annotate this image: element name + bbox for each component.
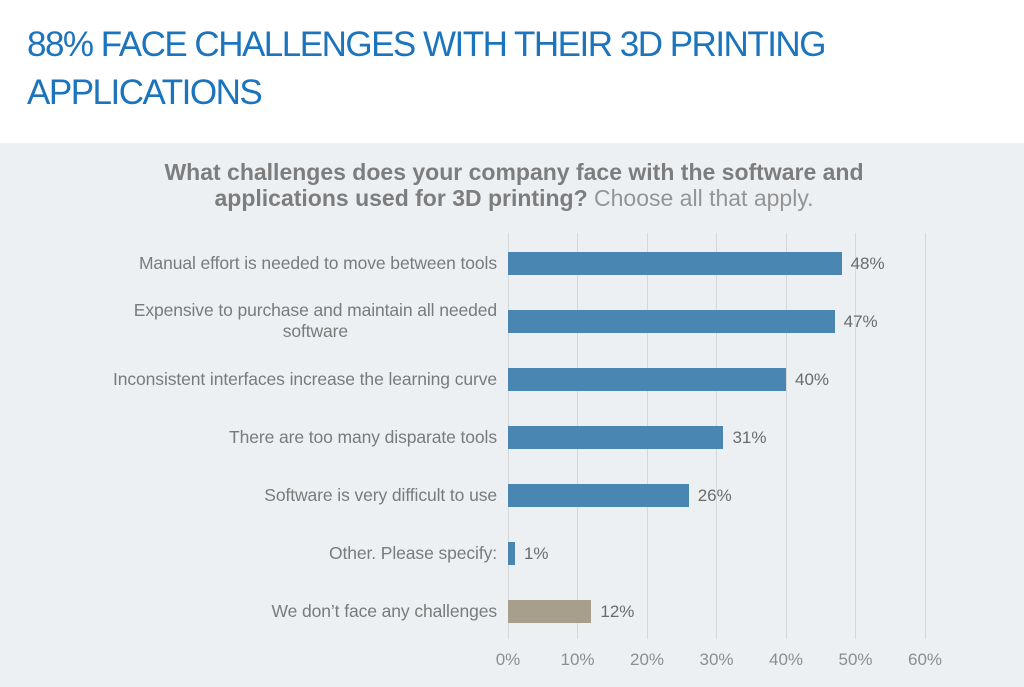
bar-series: [508, 367, 786, 391]
x-tick-label: 10%: [560, 650, 595, 669]
category-label-text: Other. Please specify:: [328, 542, 497, 563]
x-tick-label: 60%: [907, 650, 943, 669]
bar-series: [508, 425, 724, 449]
category-label-text: Inconsistent interfaces increase the lea…: [112, 368, 497, 389]
category-label-text: We don’t face any challenges: [271, 600, 498, 621]
chart-panel: What challenges does your company face w…: [0, 143, 1024, 687]
gridline-40%: [785, 233, 787, 639]
bar-highlight: [508, 599, 592, 623]
category-label: There are too many disparate tools: [60, 408, 497, 466]
bar-series: [508, 309, 835, 333]
chart-question-note: Choose all that apply.: [587, 185, 814, 211]
x-tick-label: 0%: [495, 650, 521, 669]
chart-question-bold: What challenges does your company face w…: [164, 159, 864, 211]
category-label: Other. Please specify:: [60, 524, 497, 582]
bar-series: [508, 483, 689, 507]
category-label-text: Manual effort is needed to move between …: [138, 252, 497, 273]
gridline-60%: [924, 233, 926, 639]
bar-series: [508, 541, 515, 565]
value-label: 1%: [523, 543, 549, 563]
category-label: Manual effort is needed to move between …: [60, 234, 497, 292]
chart-question: What challenges does your company face w…: [2, 159, 1024, 211]
category-label-text: Software is very difficult to use: [264, 484, 497, 505]
gridline-50%: [855, 233, 856, 639]
value-label: 40%: [795, 369, 830, 389]
x-tick-label: 30%: [699, 650, 734, 669]
category-label-text: Expensive to purchase and maintain all n…: [133, 300, 497, 341]
category-label: Inconsistent interfaces increase the lea…: [60, 350, 497, 408]
category-label: Software is very difficult to use: [60, 466, 497, 524]
value-label: 12%: [600, 601, 635, 621]
slide-header: 88% FACE CHALLENGES WITH THEIR 3D PRINTI…: [0, 0, 1024, 143]
value-label: 47%: [843, 311, 878, 331]
page-title: 88% FACE CHALLENGES WITH THEIR 3D PRINTI…: [27, 25, 826, 112]
category-label: Expensive to purchase and maintain all n…: [60, 292, 497, 350]
bar-series: [508, 251, 842, 275]
x-tick-label: 50%: [838, 650, 873, 669]
category-label: We don’t face any challenges: [60, 582, 498, 640]
x-tick-label: 20%: [629, 650, 665, 669]
category-label-text: There are too many disparate tools: [229, 426, 497, 447]
value-label: 26%: [697, 485, 732, 505]
value-label: 48%: [850, 253, 885, 273]
value-label: 31%: [732, 427, 767, 447]
x-tick-label: 40%: [768, 650, 804, 669]
